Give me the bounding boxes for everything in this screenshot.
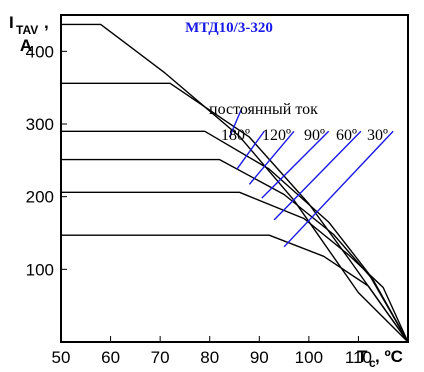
y-axis-label-suffix: , [44,13,49,32]
leader-line [248,130,295,185]
x-axis-label: T c , ºC [357,347,403,370]
angle-label-120: 120º [262,127,291,144]
y-tick-label: 100 [26,260,54,279]
series-line [61,158,409,343]
y-axis-label-main: I [9,13,14,32]
x-tick-label: 110 [345,348,372,367]
angle-label-30: 30º [367,127,388,144]
angle-label-90: 90º [304,127,325,144]
leader-line [261,130,330,199]
axis-ticks: 50 60 70 80 90 100 110 100 200 300 400 [26,42,372,367]
angle-leader-lines [228,107,394,248]
series-line [61,234,409,343]
x-tick-label: 90 [250,348,269,367]
y-tick-label: 200 [26,188,54,207]
y-tick-label: 300 [26,115,54,134]
x-tick-label: 100 [295,348,323,367]
leader-line [236,130,265,170]
y-axis-label-sub: TAV [16,23,38,37]
plot-frame [60,14,409,343]
data-series [61,23,409,343]
x-axis-label-main: T [357,347,368,366]
series-line [61,23,409,343]
chart-title: МТД10/3-320 [185,20,273,36]
x-tick-label: 70 [151,348,170,367]
y-axis-label: I TAV , A [9,13,49,55]
series-line [61,82,409,343]
angle-labels: 180º 120º 90º 60º 30º [221,127,388,144]
y-tick-label: 400 [26,42,54,61]
y-axis-unit: A [20,36,32,55]
angle-label-60: 60º [336,127,357,144]
leader-line [228,107,243,138]
x-axis-label-suffix: , ºC [375,347,403,366]
leader-line [273,130,362,221]
leader-line [283,130,394,248]
x-tick-label: 50 [52,348,71,367]
dc-annotation: постоянный ток [209,101,318,118]
angle-label-180: 180º [221,127,250,144]
x-tick-label: 80 [200,348,219,367]
series-line [61,130,409,343]
series-line [61,191,409,343]
x-tick-label: 60 [101,348,120,367]
x-axis-label-sub: c [369,356,376,370]
